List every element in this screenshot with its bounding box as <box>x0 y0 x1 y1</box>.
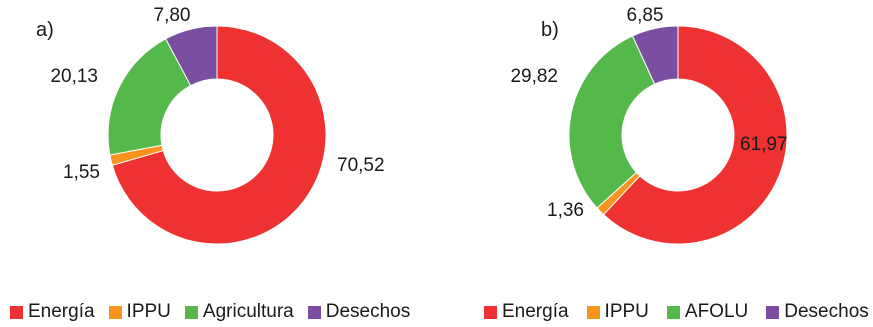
donut-chart-a <box>107 25 327 245</box>
donut-slice-a-desechos <box>165 25 218 87</box>
legend-label-energia: Energía <box>28 301 95 322</box>
legend-swatch-desechos <box>307 305 321 319</box>
legend-label-agricultura: Agricultura <box>202 301 294 322</box>
legend-item-ippu: IPPU <box>586 301 649 323</box>
legend-item-desechos: Desechos <box>307 301 411 323</box>
donut-slice-a-energia <box>111 25 327 245</box>
legend-label-afolu: AFOLU <box>684 301 749 322</box>
legend-swatch-afolu <box>666 305 680 319</box>
legend-label-energia: Energía <box>502 301 569 322</box>
legend-swatch-energia <box>10 305 23 319</box>
legend-item-desechos: Desechos <box>766 301 869 323</box>
legend-swatch-ippu <box>108 305 122 319</box>
legend-swatch-ippu <box>586 305 600 319</box>
data-label-a-ippu: 1,55 <box>63 162 100 183</box>
data-label-a-desechos: 7,80 <box>154 5 191 26</box>
data-label-b-ippu: 1,36 <box>547 200 584 221</box>
legend-swatch-energia <box>484 305 497 319</box>
data-label-b-afolu: 29,82 <box>510 66 558 87</box>
donut-slice-b-desechos <box>631 25 679 85</box>
donut-slice-b-energia <box>602 25 788 245</box>
data-label-a-agricultura: 20,13 <box>50 66 98 87</box>
legend-item-ippu: IPPU <box>108 301 171 323</box>
data-label-a-energia: 70,52 <box>337 155 385 176</box>
legend-item-energia: Energía <box>484 301 569 323</box>
data-label-b-desechos: 6,85 <box>627 5 664 26</box>
legend-label-desechos: Desechos <box>784 301 869 322</box>
legend-label-desechos: Desechos <box>325 301 411 322</box>
legend-label-ippu: IPPU <box>126 301 171 322</box>
legend-item-agricultura: Agricultura <box>184 301 294 323</box>
legend-swatch-desechos <box>766 305 780 319</box>
donut-slice-b-afolu <box>568 35 656 209</box>
donut-chart-b <box>568 25 788 245</box>
panel-label-a: a) <box>36 19 54 41</box>
legend-b: Energía IPPU AFOLU Desechos <box>484 301 869 323</box>
legend-a: Energía IPPU Agricultura Desechos <box>10 301 410 323</box>
data-label-b-energia: 61,97 <box>740 134 788 155</box>
legend-swatch-agricultura <box>184 305 198 319</box>
legend-item-energia: Energía <box>10 301 95 323</box>
legend-label-ippu: IPPU <box>604 301 649 322</box>
panel-label-b: b) <box>541 19 559 41</box>
legend-item-afolu: AFOLU <box>666 301 749 323</box>
